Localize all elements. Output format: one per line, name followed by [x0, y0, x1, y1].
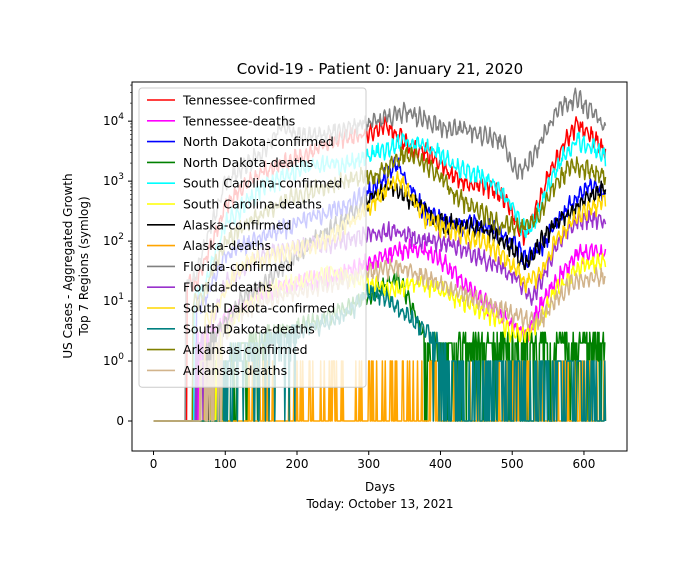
legend-label: North Dakota-deaths — [183, 155, 313, 170]
x-tick-label: 300 — [357, 457, 380, 471]
legend-label: Arkansas-deaths — [183, 363, 287, 378]
chart-title: Covid-19 - Patient 0: January 21, 2020 — [237, 60, 523, 78]
legend-label: Tennessee-confirmed — [182, 93, 316, 108]
y-tick-label: 102 — [103, 232, 124, 248]
x-axis-sublabel: Today: October 13, 2021 — [306, 497, 454, 511]
legend-box — [138, 87, 367, 388]
x-tick-label: 500 — [501, 457, 524, 471]
y-axis-label-line2: Top 7 Regions (symlog) — [77, 196, 91, 336]
legend-label: Arkansas-confirmed — [183, 342, 308, 357]
plot-frame — [131, 81, 628, 452]
legend-label: South Carolina-confirmed — [183, 176, 342, 191]
legend: Tennessee-confirmed Tennessee-deaths North… — [138, 87, 367, 388]
x-axis: 0 100 200 300 400 500 600 — [150, 451, 596, 471]
legend-label: South Dakota-confirmed — [183, 301, 335, 316]
y-axis-label-line1: US Cases - Aggregated Growth — [61, 173, 75, 358]
x-tick-label: 200 — [286, 457, 309, 471]
y-tick-label: 104 — [103, 112, 124, 128]
legend-label: Florida-deaths — [183, 280, 273, 295]
x-tick-label: 400 — [429, 457, 452, 471]
legend-label: South Dakota-deaths — [183, 321, 315, 336]
y-tick-label: 101 — [103, 292, 124, 308]
x-tick-label: 600 — [573, 457, 596, 471]
y-tick-label: 0 — [116, 414, 124, 428]
x-axis-label: Days — [365, 480, 395, 494]
legend-label: Tennessee-deaths — [182, 113, 295, 128]
y-tick-label: 100 — [103, 352, 124, 368]
y-axis: 0 100 101 102 103 104 — [103, 84, 132, 428]
x-tick-label: 100 — [214, 457, 237, 471]
legend-label: Alaska-deaths — [183, 238, 271, 253]
x-tick-label: 0 — [150, 457, 158, 471]
legend-label: North Dakota-confirmed — [183, 134, 334, 149]
legend-label: Florida-confirmed — [183, 259, 293, 274]
legend-label: South Carolina-deaths — [183, 197, 322, 212]
legend-label: Alaska-confirmed — [183, 217, 291, 232]
y-tick-label: 103 — [103, 172, 124, 188]
